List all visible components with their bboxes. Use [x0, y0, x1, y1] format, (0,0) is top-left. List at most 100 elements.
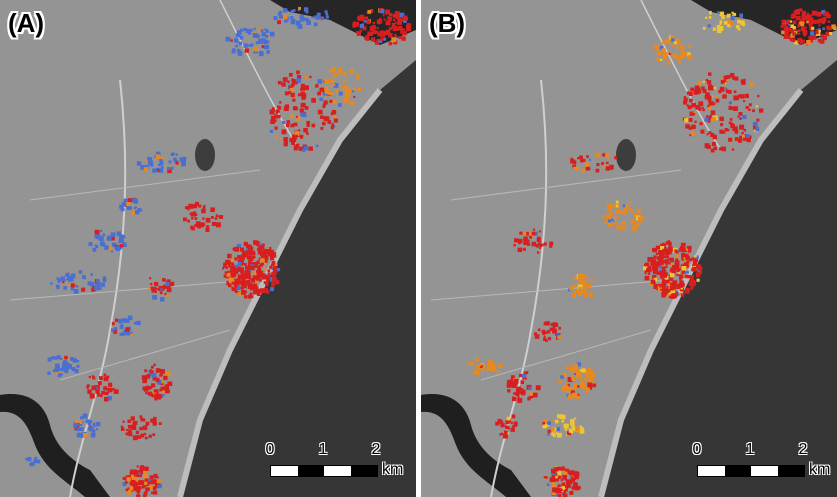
change-pixel [34, 456, 38, 459]
change-pixel [320, 127, 324, 130]
change-pixel [560, 479, 563, 482]
change-pixel [272, 283, 275, 287]
change-pixel [246, 249, 249, 252]
change-pixel [158, 422, 162, 425]
change-pixel [737, 20, 741, 24]
change-pixel [159, 291, 163, 295]
change-pixel [688, 118, 693, 122]
change-pixel [132, 435, 138, 441]
change-pixel [679, 54, 685, 59]
change-pixel [380, 35, 383, 38]
change-pixel [537, 328, 541, 332]
change-pixel [157, 169, 160, 172]
change-pixel [743, 128, 747, 132]
change-pixel [97, 393, 101, 397]
change-pixel [709, 12, 712, 15]
change-pixel [732, 76, 736, 80]
change-pixel [580, 377, 583, 381]
change-pixel [319, 87, 324, 92]
change-pixel [685, 248, 689, 251]
change-pixel [581, 168, 585, 173]
change-pixel [569, 470, 575, 476]
change-pixel [273, 255, 277, 258]
change-pixel [788, 23, 791, 26]
change-pixel [636, 208, 641, 214]
change-pixel [611, 218, 614, 222]
change-pixel [569, 490, 574, 495]
change-pixel [397, 28, 401, 31]
change-pixel [303, 146, 309, 151]
change-pixel [149, 369, 152, 372]
change-pixel [526, 239, 530, 243]
change-pixel [562, 493, 568, 497]
change-pixel [664, 278, 669, 283]
change-pixel [103, 386, 108, 391]
change-pixel [243, 243, 247, 246]
change-pixel [529, 391, 534, 396]
change-pixel [100, 394, 103, 398]
change-pixel [564, 488, 568, 492]
change-pixel [691, 124, 696, 130]
change-pixel [592, 280, 595, 282]
change-pixel [331, 110, 337, 115]
scale-tick-1: 1 [318, 441, 328, 458]
change-pixel [162, 393, 165, 397]
change-pixel [696, 278, 700, 282]
change-pixel [689, 98, 693, 103]
change-pixel [271, 281, 275, 285]
change-pixel [136, 482, 140, 486]
change-pixel [269, 129, 274, 133]
change-pixel [129, 486, 134, 491]
change-pixel [211, 216, 214, 219]
river-bottom [0, 394, 110, 497]
change-pixel [261, 254, 265, 259]
change-pixel [388, 13, 393, 17]
change-pixel [268, 251, 273, 257]
change-pixel [243, 27, 247, 32]
change-pixel [666, 248, 670, 253]
change-pixel [248, 256, 254, 261]
change-pixel [127, 419, 131, 423]
change-pixel [122, 235, 126, 239]
change-pixel [126, 202, 131, 206]
change-pixel [571, 377, 575, 381]
change-pixel [533, 231, 538, 236]
change-pixel [379, 17, 382, 21]
change-pixel [552, 419, 555, 422]
change-pixel [156, 479, 161, 484]
change-pixel [128, 432, 133, 437]
change-pixel [728, 105, 731, 108]
change-pixel [92, 424, 96, 427]
change-pixel [235, 44, 238, 48]
change-pixel [264, 260, 268, 263]
change-pixel [152, 294, 157, 300]
change-pixel [502, 433, 508, 439]
change-pixel [571, 293, 576, 298]
change-pixel [338, 91, 343, 96]
change-pixel [189, 212, 192, 215]
change-pixel [666, 253, 669, 256]
change-pixel [666, 60, 671, 64]
change-pixel [535, 244, 539, 248]
change-pixel [166, 279, 169, 283]
change-pixel [510, 421, 513, 424]
change-pixel [292, 79, 296, 83]
change-pixel [283, 137, 288, 142]
change-pixel [573, 166, 577, 170]
scale-bar-segments [270, 465, 378, 477]
change-pixel [400, 30, 404, 34]
change-pixel [644, 262, 650, 267]
change-pixel [138, 472, 141, 475]
change-pixel [632, 227, 637, 232]
change-pixel [344, 98, 349, 103]
change-pixel [595, 168, 600, 173]
change-pixel [267, 272, 271, 276]
change-pixel [119, 324, 124, 329]
change-pixel [822, 36, 827, 41]
change-pixel [688, 55, 693, 60]
change-pixel [475, 357, 479, 362]
change-pixel [587, 382, 593, 388]
change-pixel [810, 17, 814, 21]
change-pixel [665, 241, 670, 245]
change-pixel [388, 27, 392, 31]
